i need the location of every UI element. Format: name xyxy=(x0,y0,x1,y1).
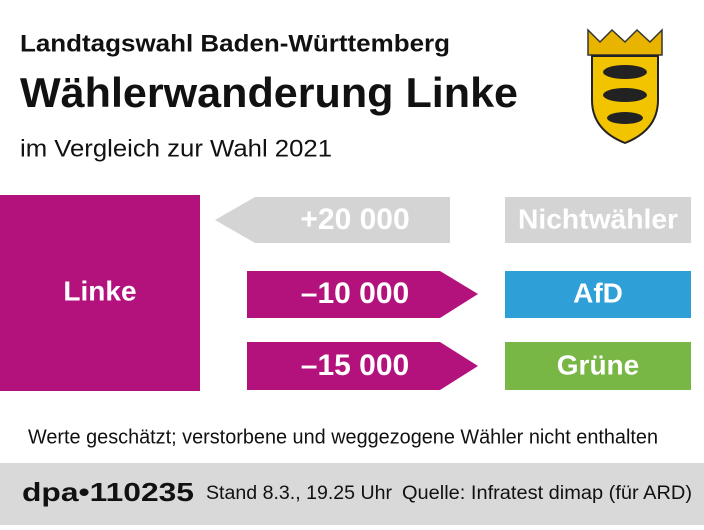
subtitle: im Vergleich zur Wahl 2021 xyxy=(20,135,332,162)
stand: Stand 8.3., 19.25 Uhr xyxy=(206,483,393,504)
supertitle: Landtagswahl Baden-Württemberg xyxy=(20,30,450,57)
party-label: Nichtwähler xyxy=(518,203,678,234)
party-box xyxy=(505,342,691,390)
source-label: Linke xyxy=(63,275,136,306)
flow-arrow xyxy=(247,342,478,390)
coat-of-arms xyxy=(587,28,663,145)
title: Wählerwanderung Linke xyxy=(20,69,518,116)
source: Quelle: Infratest dimap (für ARD) xyxy=(402,483,692,504)
flow-value: +20 000 xyxy=(300,203,409,236)
agency: dpa•110235 xyxy=(22,477,194,507)
source-box xyxy=(0,195,200,391)
flow-arrow xyxy=(215,197,450,243)
party-box xyxy=(505,271,691,318)
flow-arrow xyxy=(247,271,478,318)
party-label: AfD xyxy=(573,277,623,308)
footnote: Werte geschätzt; verstorbene und weggezo… xyxy=(28,426,658,448)
footer-band xyxy=(0,463,704,525)
party-box xyxy=(505,197,691,243)
flow-value: –10 000 xyxy=(301,277,409,310)
party-label: Grüne xyxy=(557,349,639,380)
flow-value: –15 000 xyxy=(301,349,409,382)
